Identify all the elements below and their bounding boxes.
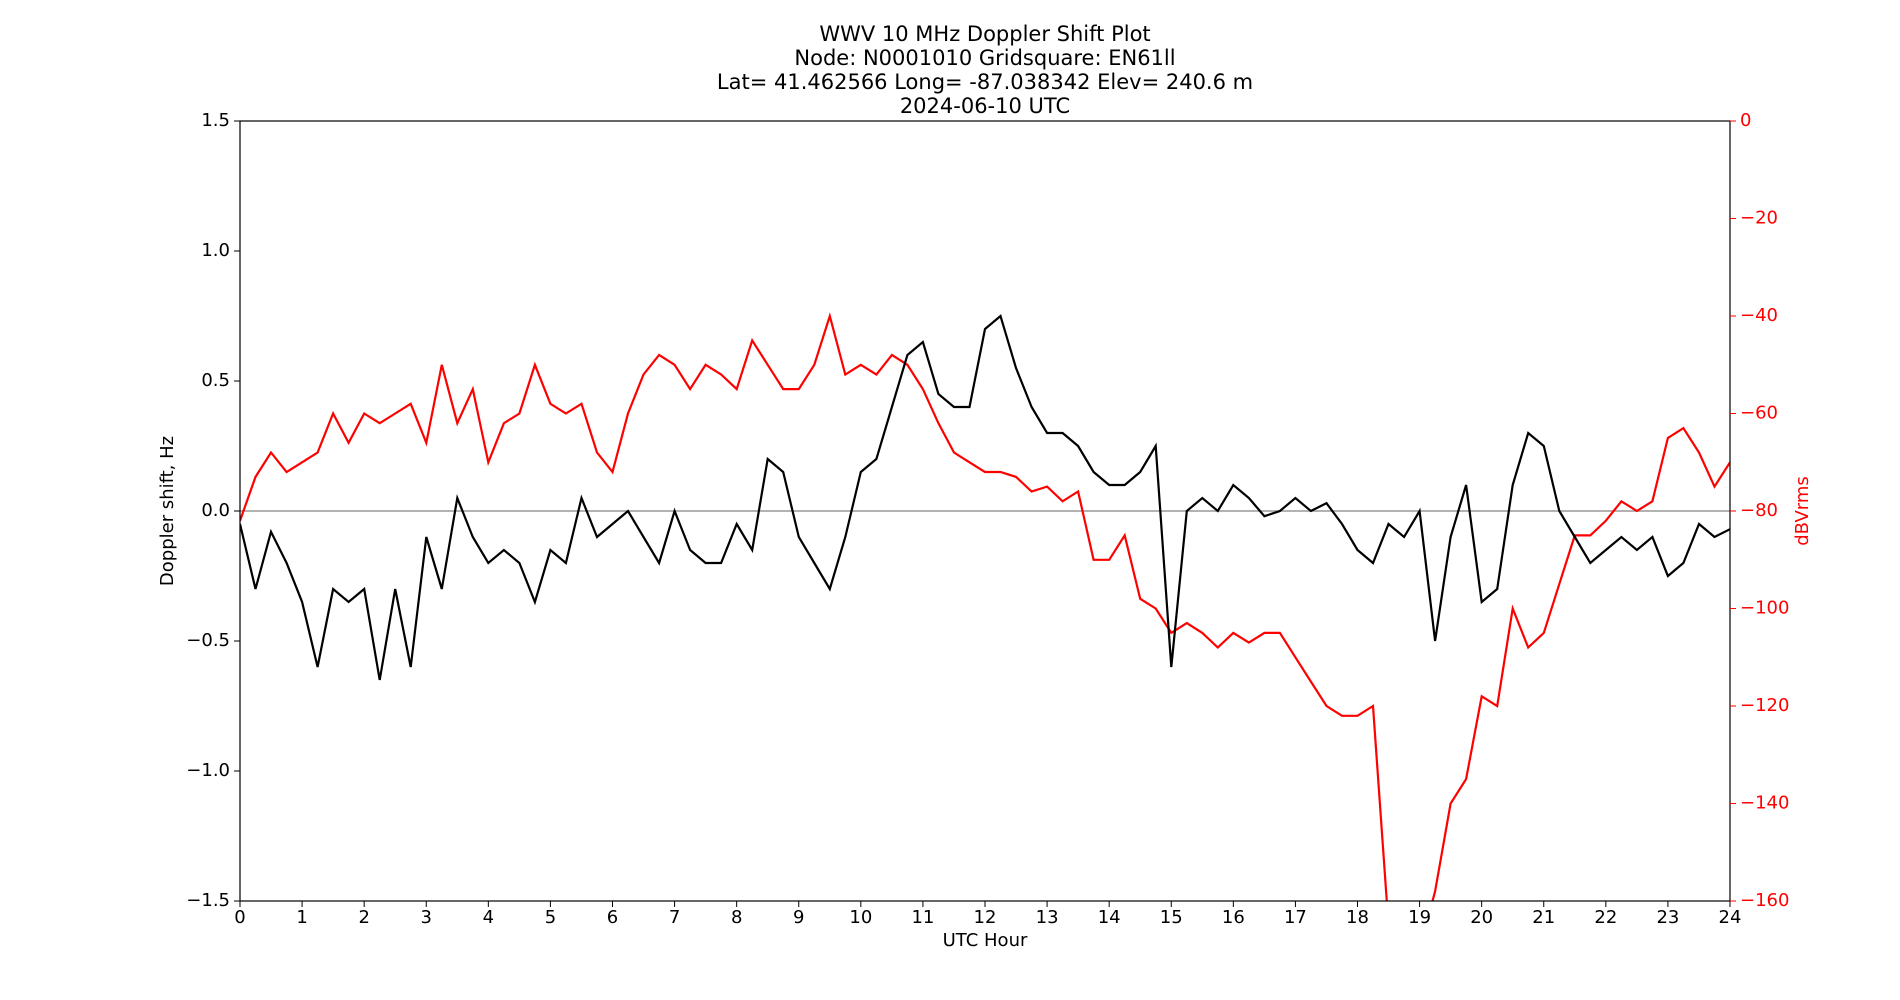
x-tick-label: 17 <box>1284 907 1307 928</box>
x-axis-label: UTC Hour <box>943 930 1028 951</box>
y-axis-label: Doppler shift, Hz <box>157 436 178 586</box>
chart-title: Lat= 41.462566 Long= -87.038342 Elev= 24… <box>717 70 1253 94</box>
x-tick-label: 4 <box>483 907 494 928</box>
x-tick-label: 3 <box>421 907 432 928</box>
x-tick-label: 14 <box>1098 907 1121 928</box>
x-tick-label: 8 <box>731 907 742 928</box>
x-tick-label: 21 <box>1532 907 1555 928</box>
x-tick-label: 12 <box>974 907 997 928</box>
x-tick-label: 10 <box>849 907 872 928</box>
y2-tick-label: −140 <box>1740 793 1789 814</box>
y2-axis-label: dBVrms <box>1792 476 1813 546</box>
y2-tick-label: −160 <box>1740 890 1789 911</box>
x-tick-label: 7 <box>669 907 680 928</box>
x-tick-label: 19 <box>1408 907 1431 928</box>
x-tick-label: 5 <box>545 907 556 928</box>
x-tick-label: 1 <box>296 907 307 928</box>
y-tick-label: 1.0 <box>201 240 230 261</box>
y-tick-label: −0.5 <box>186 630 230 651</box>
y2-tick-label: −120 <box>1740 695 1789 716</box>
y2-tick-label: −100 <box>1740 598 1789 619</box>
x-tick-label: 23 <box>1656 907 1679 928</box>
y-tick-label: 0.5 <box>201 370 230 391</box>
chart-title: Node: N0001010 Gridsquare: EN61ll <box>794 46 1175 70</box>
y2-tick-label: −20 <box>1740 208 1778 229</box>
data-line <box>240 314 1730 681</box>
y2-tick-label: −40 <box>1740 305 1778 326</box>
y2-tick-label: −80 <box>1740 500 1778 521</box>
y2-tick-label: 0 <box>1740 110 1751 131</box>
x-tick-label: 9 <box>793 907 804 928</box>
x-tick-label: 15 <box>1160 907 1183 928</box>
plot-lines <box>240 312 1730 901</box>
chart-title: WWV 10 MHz Doppler Shift Plot <box>819 22 1150 46</box>
x-tick-label: 24 <box>1719 907 1742 928</box>
x-tick-label: 0 <box>234 907 245 928</box>
chart-title: 2024-06-10 UTC <box>900 94 1070 118</box>
x-tick-label: 6 <box>607 907 618 928</box>
x-tick-label: 18 <box>1346 907 1369 928</box>
x-tick-label: 16 <box>1222 907 1245 928</box>
x-tick-label: 2 <box>358 907 369 928</box>
y-tick-label: −1.5 <box>186 890 230 911</box>
x-tick-label: 11 <box>911 907 934 928</box>
y-tick-label: −1.0 <box>186 760 230 781</box>
y2-tick-label: −60 <box>1740 403 1778 424</box>
y-tick-label: 1.5 <box>201 110 230 131</box>
x-tick-label: 13 <box>1036 907 1059 928</box>
x-tick-label: 20 <box>1470 907 1493 928</box>
data-line <box>240 312 1730 901</box>
y-tick-label: 0.0 <box>201 500 230 521</box>
x-tick-label: 22 <box>1594 907 1617 928</box>
